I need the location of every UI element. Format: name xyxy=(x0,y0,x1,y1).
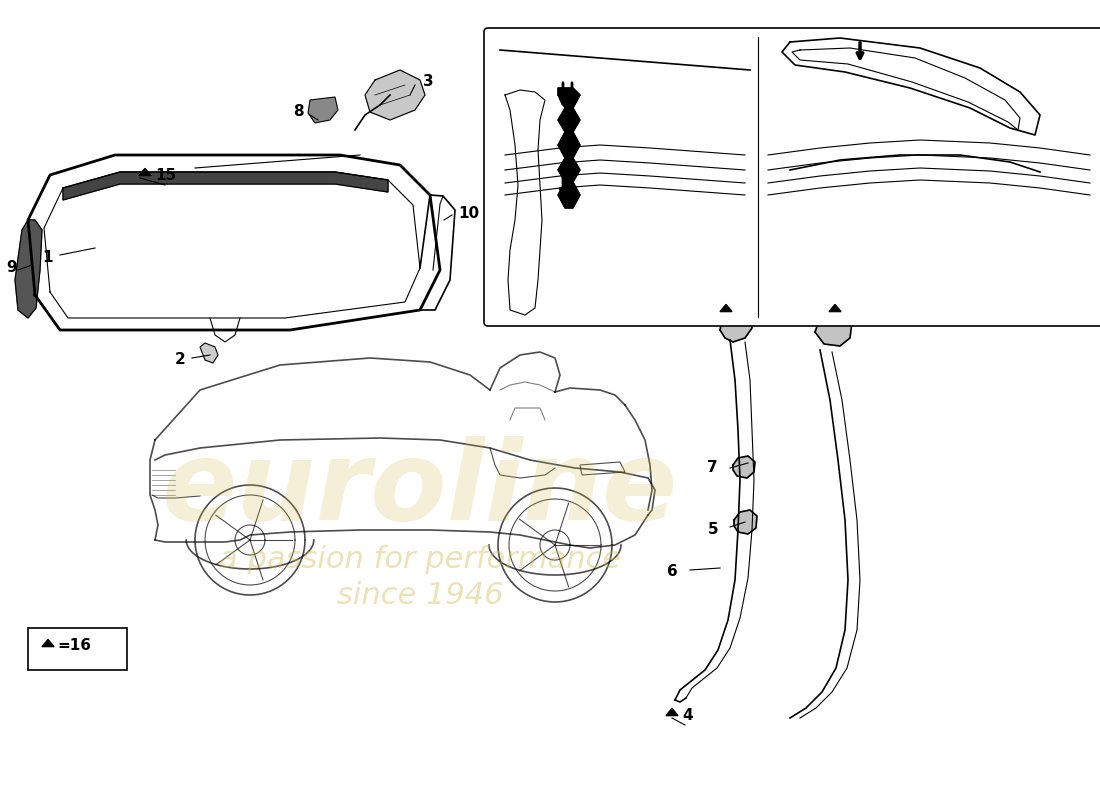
Polygon shape xyxy=(200,343,218,363)
Polygon shape xyxy=(815,310,852,346)
Text: 9: 9 xyxy=(7,261,18,275)
Text: 10: 10 xyxy=(458,206,480,221)
Text: 5: 5 xyxy=(707,522,718,538)
Polygon shape xyxy=(365,70,425,120)
FancyBboxPatch shape xyxy=(28,628,126,670)
Text: =16: =16 xyxy=(57,638,91,654)
Text: 13: 13 xyxy=(845,303,866,318)
Polygon shape xyxy=(63,172,388,200)
FancyBboxPatch shape xyxy=(484,28,1100,326)
Text: 6: 6 xyxy=(668,565,678,579)
Polygon shape xyxy=(139,168,151,176)
Polygon shape xyxy=(42,639,54,646)
Polygon shape xyxy=(720,310,752,342)
Text: 7: 7 xyxy=(707,461,718,475)
Polygon shape xyxy=(734,510,757,534)
Polygon shape xyxy=(720,304,732,312)
Text: 11: 11 xyxy=(652,174,673,190)
Text: 2: 2 xyxy=(175,353,186,367)
Polygon shape xyxy=(829,304,842,312)
Text: 8: 8 xyxy=(293,105,304,119)
Polygon shape xyxy=(15,220,42,318)
Text: 12: 12 xyxy=(759,110,780,126)
Text: 1: 1 xyxy=(43,250,53,265)
Polygon shape xyxy=(782,38,1040,135)
Text: 3: 3 xyxy=(422,74,433,90)
Text: a passion for performance: a passion for performance xyxy=(219,546,621,574)
Text: since 1946: since 1946 xyxy=(337,581,504,610)
Text: euroline: euroline xyxy=(162,437,679,543)
Polygon shape xyxy=(558,88,580,208)
Text: 4: 4 xyxy=(682,707,693,722)
Text: 14: 14 xyxy=(736,303,757,318)
Polygon shape xyxy=(580,462,625,475)
Polygon shape xyxy=(666,709,678,716)
Polygon shape xyxy=(733,456,755,478)
Text: 15: 15 xyxy=(155,167,176,182)
Polygon shape xyxy=(308,97,338,123)
